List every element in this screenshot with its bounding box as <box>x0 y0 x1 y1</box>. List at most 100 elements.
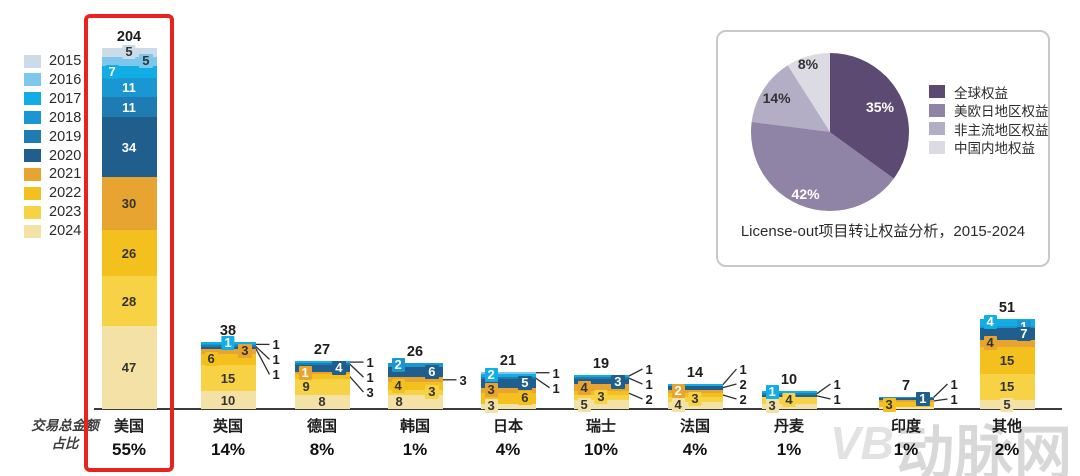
pie-legend-swatch <box>929 140 945 154</box>
bar-segment <box>101 177 157 231</box>
bar-country-label: 印度 <box>890 418 921 435</box>
pie-legend-swatch <box>929 122 945 135</box>
segment-label: 1 <box>765 385 779 400</box>
callout-label: 1 <box>366 370 374 386</box>
segment-label: 28 <box>121 293 137 309</box>
year-legend-item: 2017 <box>24 91 81 107</box>
bar-segment <box>200 348 256 355</box>
bar-share-label: 14% <box>210 440 246 459</box>
bar-segment <box>573 400 629 409</box>
year-legend-item: 2024 <box>24 223 81 239</box>
segment-label: 11 <box>122 80 136 96</box>
bar-segment <box>101 116 157 178</box>
segment-label: 4 <box>332 361 346 376</box>
callout-label: 1 <box>645 377 653 392</box>
segment-label: 4 <box>391 378 405 393</box>
bar-segment <box>878 407 934 409</box>
pie-slice-label: 42% <box>791 185 820 202</box>
segment-label: 8 <box>395 394 403 410</box>
year-legend-swatch <box>24 149 41 162</box>
bar-share-label: 1% <box>893 440 919 459</box>
bar-segment <box>480 377 536 379</box>
bar-segment <box>200 391 256 409</box>
year-legend-label: 2019 <box>49 128 82 145</box>
year-legend-item: 2022 <box>24 185 81 201</box>
bar-segment <box>878 396 934 399</box>
callout-label: 1 <box>272 367 280 383</box>
pie-inset-panel: 35% 42% 14% 8% 全球权益 美欧日地区权益 非主流地区权益 中国内地权益 Lic… <box>716 30 1050 267</box>
bar-total-label: 21 <box>499 352 517 369</box>
bar-segment <box>480 371 536 374</box>
callout-label: 1 <box>950 392 958 407</box>
segment-label: 5 <box>577 397 591 412</box>
pie-legend-swatch <box>929 85 945 98</box>
watermark-text: 动脉网 <box>896 421 1074 476</box>
segment-label: 4 <box>782 393 796 408</box>
year-legend-swatch <box>24 111 41 125</box>
segment-label: 3 <box>611 374 625 389</box>
pie-slice-label: 8% <box>797 56 819 73</box>
segment-label: 1 <box>298 365 312 380</box>
segment-label: 4 <box>983 315 997 330</box>
bar-segment <box>480 403 536 409</box>
segment-label: 3 <box>238 344 252 359</box>
bar-country-label: 英国 <box>212 418 243 435</box>
segment-label: 1 <box>221 335 235 350</box>
segment-label: 3 <box>882 397 896 412</box>
callout-label: 1 <box>833 392 841 407</box>
axis-caption-line2: 占比 <box>51 436 79 452</box>
year-legend-item: 2023 <box>24 204 81 220</box>
segment-label: 34 <box>121 139 137 155</box>
bar-country-label: 丹麦 <box>773 418 804 435</box>
segment-label: 7 <box>105 64 119 79</box>
bar-其他: 417415155 <box>979 315 1035 412</box>
segment-label: 5 <box>122 45 136 60</box>
callout-label: 1 <box>645 362 653 377</box>
bar-segment <box>387 362 443 367</box>
callout-label: 1 <box>552 380 560 396</box>
callout-label: 3 <box>459 372 467 388</box>
bar-share-label: 2% <box>994 440 1020 459</box>
bar-country-label: 日本 <box>492 418 523 435</box>
segment-label: 3 <box>425 385 439 400</box>
pie-slice-label: 35% <box>865 98 894 115</box>
segment-label: 2 <box>391 357 405 372</box>
year-legend-swatch <box>24 186 41 200</box>
year-legend-label: 2017 <box>49 90 82 107</box>
segment-label: 5 <box>518 376 532 391</box>
bar-country-label: 韩国 <box>399 418 430 435</box>
segment-label: 6 <box>425 364 439 379</box>
callout-label: 2 <box>645 392 653 407</box>
year-legend-swatch <box>24 167 41 181</box>
bar-segment <box>294 394 350 409</box>
bar-share-label: 8% <box>309 440 335 459</box>
bar-英国: 1 3 6 15 10 <box>200 335 256 409</box>
callout-label: 1 <box>739 362 747 377</box>
bar-segment <box>979 339 1035 348</box>
year-legend-label: 2022 <box>49 185 82 202</box>
bar-total-label: 204 <box>116 28 142 45</box>
bar-segment <box>979 318 1035 326</box>
bar-country-label: 美国 <box>113 418 144 435</box>
callout-label: 2 <box>739 392 747 407</box>
year-legend-label: 2020 <box>49 147 82 164</box>
segment-label: 3 <box>765 399 779 414</box>
bar-segment <box>101 230 157 277</box>
segment-label: 4 <box>671 398 685 413</box>
bar-segment <box>101 276 157 326</box>
bar-美国: 5 5 7 11 11 34 30 26 28 47 <box>101 45 157 409</box>
bar-share-label: 4% <box>495 440 521 459</box>
axis-caption: 交易总金额 占比 <box>12 417 118 453</box>
segment-label: 4 <box>577 380 591 395</box>
year-legend-label: 2015 <box>49 53 82 69</box>
bar-segment <box>294 361 350 363</box>
bar-segment <box>573 377 629 379</box>
year-legend-swatch <box>24 130 41 144</box>
bar-segment <box>573 378 629 385</box>
segment-label: 10 <box>220 392 236 408</box>
bar-total-label: 7 <box>901 377 911 394</box>
segment-label: 5 <box>1000 397 1014 412</box>
bar-total-label: 38 <box>219 322 237 339</box>
